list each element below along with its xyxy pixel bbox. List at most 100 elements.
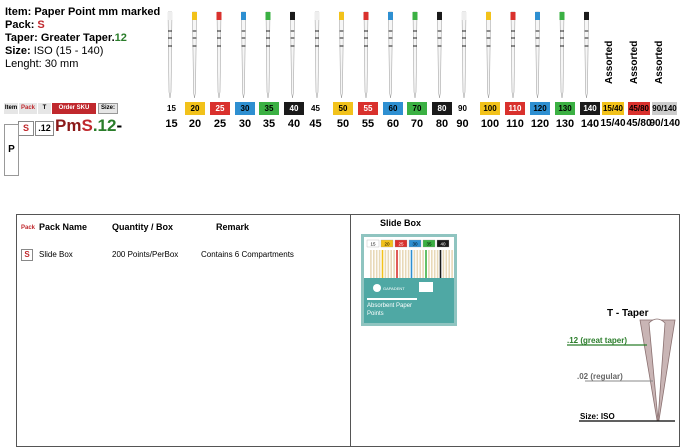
sku-size: 15/40: [600, 118, 626, 129]
header-pack-tab: Pack: [19, 103, 37, 114]
size-chip: 40: [284, 102, 304, 115]
remark-column-header: Remark: [216, 222, 250, 232]
pack-column-header: Pack: [21, 225, 36, 231]
sku-size: 20: [188, 118, 202, 130]
slide-box-chip-label: 25: [398, 242, 404, 247]
slide-box-title: Slide Box: [380, 218, 422, 228]
paper-point-color-band: [290, 12, 295, 20]
row-quantity: 200 Points/PerBox: [112, 250, 179, 259]
paper-point: [216, 11, 222, 99]
slide-box-product-line2: Points: [367, 311, 384, 317]
paper-point: [461, 11, 467, 99]
size-label: Size:: [5, 45, 31, 57]
sku-size: 60: [386, 118, 400, 130]
pack-info-panel: Pack Pack Name Quantity / Box Remark S S…: [16, 214, 680, 447]
size-chip: 90/140: [652, 102, 677, 115]
pack-label: Pack:: [5, 19, 38, 31]
paper-point-color-band: [559, 12, 565, 20]
paper-point-color-band: [192, 12, 197, 20]
paper-point: [314, 11, 320, 99]
taper-line: Taper: Greater Taper.12: [5, 32, 160, 45]
paper-point-color-band: [363, 12, 369, 20]
slide-box-chip: [366, 239, 380, 248]
sku-taper-cell: .12: [35, 121, 54, 136]
paper-point: [192, 11, 197, 99]
sku-size: 15: [165, 118, 178, 130]
sku-size: 45/80: [626, 118, 652, 129]
size-chip: 110: [505, 102, 525, 115]
sku-size: 70: [410, 118, 424, 130]
sku-pack-cell: S: [18, 121, 34, 136]
paper-point-color-band: [486, 12, 491, 20]
slide-box-chip: [436, 239, 450, 248]
paper-point: [559, 11, 565, 99]
sku-size: 100: [480, 118, 500, 130]
paper-point-color-band: [412, 12, 418, 20]
sku-pack-letter: S: [81, 116, 93, 135]
item-info: Item: Paper Point mm marked Pack: S Tape…: [5, 6, 160, 71]
item-title: Item: Paper Point mm marked: [5, 6, 161, 18]
size-chip: 20: [185, 102, 205, 115]
size-chip: 120: [530, 102, 550, 115]
taper-diagram: [567, 318, 676, 422]
paper-point-color-band: [314, 12, 320, 20]
p-box: P: [4, 124, 19, 176]
pack-name-column-header: Pack Name: [39, 222, 88, 232]
size-chip: 90: [456, 102, 469, 115]
paper-point-color-band: [388, 12, 393, 20]
paper-point: [241, 11, 246, 99]
taper-size-label: Size: ISO: [580, 412, 615, 421]
paper-point: [388, 11, 393, 99]
sku-size: 80: [435, 118, 449, 130]
size-chip: 80: [432, 102, 452, 115]
header-t-tab: T: [38, 103, 51, 114]
paper-point: [290, 11, 295, 99]
header-size-tab: Size:: [98, 103, 118, 114]
taper-diagram-title: T - Taper: [607, 308, 649, 319]
taper-great-label: .12 (great taper): [567, 336, 628, 345]
sku-size: 55: [361, 118, 375, 130]
paper-point-color-band: [265, 12, 271, 20]
size-chip: 35: [259, 102, 279, 115]
size-chip: 45/80: [628, 102, 650, 115]
slide-box-chip: [408, 239, 422, 248]
size-chip: 15/40: [602, 102, 624, 115]
row-remark: Contains 6 Compartments: [201, 250, 294, 259]
paper-point-color-band: [241, 12, 246, 20]
sku-size: 40: [287, 118, 301, 130]
sku-code: PmS.12-: [55, 116, 122, 136]
row-pack-name: Slide Box: [39, 250, 73, 259]
slide-box-brand: GAPADENT: [383, 286, 405, 291]
paper-point-color-band: [216, 12, 222, 20]
size-chip: 60: [383, 102, 403, 115]
size-chip: 130: [555, 102, 575, 115]
paper-point: [363, 11, 369, 99]
length-line: Lenght: 30 mm: [5, 58, 79, 70]
header-item-tab: Item: [4, 103, 18, 114]
taper-regular-label: .02 (regular): [577, 372, 623, 381]
sku-size: 45: [309, 118, 322, 130]
sku-size: 35: [262, 118, 276, 130]
slide-box-chip: [394, 239, 408, 248]
size-chip: 25: [210, 102, 230, 115]
slide-box-image: 15 20 25 30 35 40 GAPADENT Absorbent Paper Po…: [361, 234, 457, 326]
slide-box-chip: [380, 239, 394, 248]
paper-point-color-band: [167, 12, 173, 20]
size-chip: 45: [309, 102, 322, 115]
size-chip: 70: [407, 102, 427, 115]
assorted-label-2: Assorted: [629, 41, 640, 84]
paper-point-color-band: [510, 12, 516, 20]
size-line: Size: ISO (15 - 140): [5, 45, 160, 58]
paper-point: [339, 11, 344, 99]
sku-size: 110: [506, 118, 524, 130]
assorted-label-3: Assorted: [654, 41, 665, 84]
size-chip: 140: [580, 102, 600, 115]
sku-size: 30: [238, 118, 252, 130]
slide-box-chip-label: 40: [440, 242, 446, 247]
size-chip: 55: [358, 102, 378, 115]
paper-point-color-band: [437, 12, 442, 20]
paper-point-color-band: [535, 12, 540, 20]
taper-value: 12: [114, 32, 127, 44]
sku-size: 120: [530, 118, 550, 130]
paper-point: [265, 11, 271, 99]
